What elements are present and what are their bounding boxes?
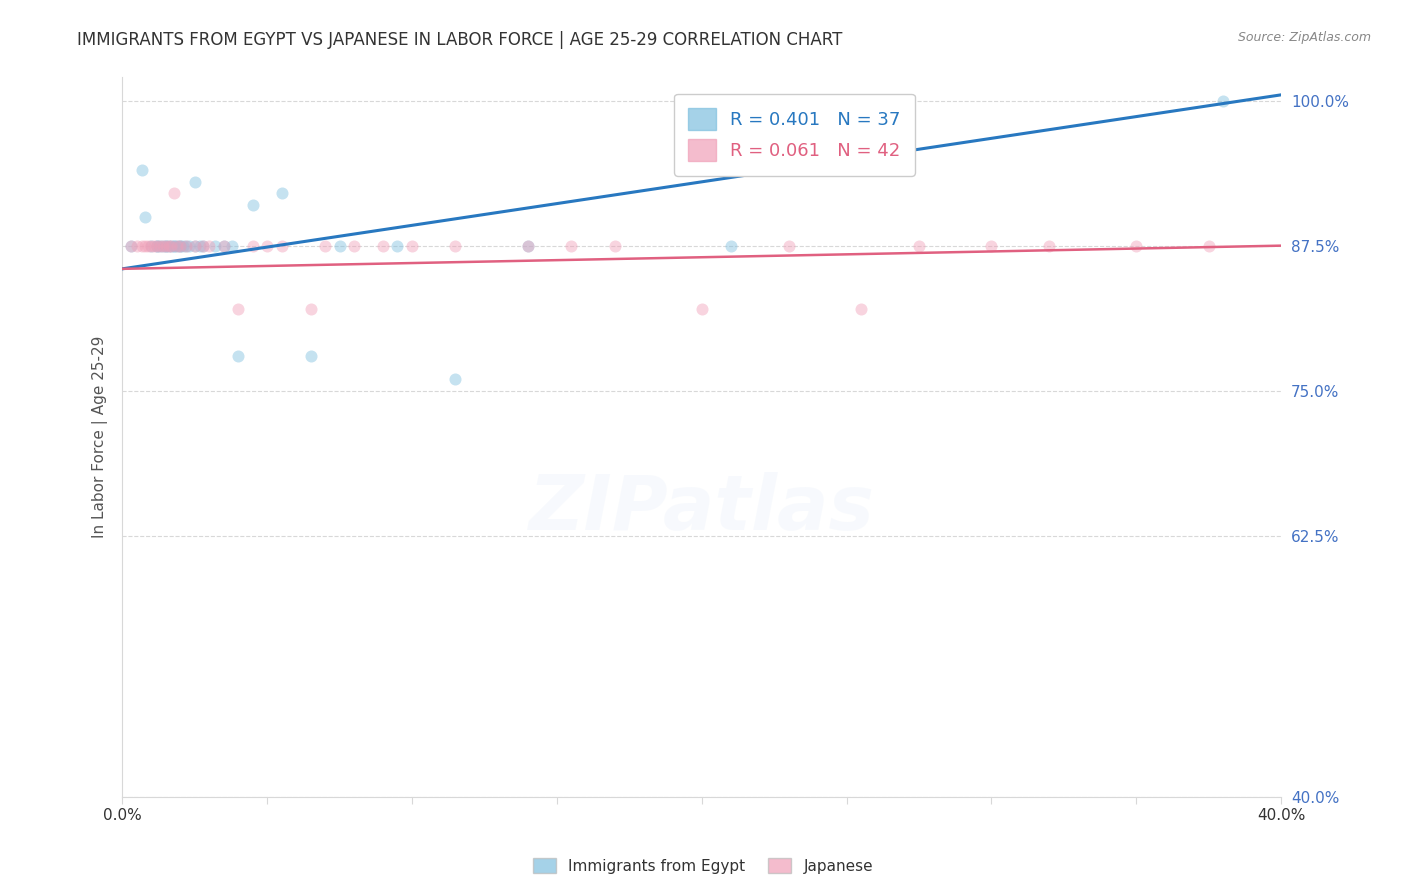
Point xyxy=(146,238,169,252)
Point xyxy=(160,238,183,252)
Point xyxy=(778,238,800,252)
Point xyxy=(131,238,153,252)
Point xyxy=(849,302,872,317)
Point xyxy=(343,238,366,252)
Point xyxy=(299,302,322,317)
Point xyxy=(166,238,188,252)
Point xyxy=(242,238,264,252)
Point xyxy=(980,238,1002,252)
Point xyxy=(157,238,180,252)
Point xyxy=(149,238,172,252)
Point xyxy=(1212,94,1234,108)
Point xyxy=(169,238,191,252)
Point xyxy=(242,198,264,212)
Point xyxy=(157,238,180,252)
Point xyxy=(270,238,292,252)
Point xyxy=(166,238,188,252)
Y-axis label: In Labor Force | Age 25-29: In Labor Force | Age 25-29 xyxy=(93,336,108,538)
Point xyxy=(212,238,235,252)
Point xyxy=(908,238,931,252)
Point xyxy=(169,238,191,252)
Point xyxy=(155,238,177,252)
Point xyxy=(149,238,172,252)
Point xyxy=(328,238,350,252)
Text: Source: ZipAtlas.com: Source: ZipAtlas.com xyxy=(1237,31,1371,45)
Point xyxy=(169,238,191,252)
Point xyxy=(299,349,322,363)
Legend: R = 0.401   N = 37, R = 0.061   N = 42: R = 0.401 N = 37, R = 0.061 N = 42 xyxy=(673,94,915,176)
Point xyxy=(444,238,467,252)
Point xyxy=(174,238,197,252)
Point xyxy=(516,238,538,252)
Point xyxy=(221,238,243,252)
Point xyxy=(1125,238,1147,252)
Point xyxy=(516,238,538,252)
Point xyxy=(131,163,153,178)
Point xyxy=(720,238,742,252)
Point xyxy=(163,238,186,252)
Point xyxy=(141,238,163,252)
Point xyxy=(174,238,197,252)
Point xyxy=(134,210,156,224)
Point xyxy=(226,302,249,317)
Point xyxy=(141,238,163,252)
Point xyxy=(371,238,394,252)
Point xyxy=(163,186,186,201)
Point xyxy=(198,238,221,252)
Point xyxy=(226,349,249,363)
Legend: Immigrants from Egypt, Japanese: Immigrants from Egypt, Japanese xyxy=(527,852,879,880)
Point xyxy=(177,238,200,252)
Point xyxy=(690,302,713,317)
Point xyxy=(256,238,278,252)
Point xyxy=(190,238,212,252)
Point xyxy=(314,238,336,252)
Point xyxy=(387,238,409,252)
Point xyxy=(172,238,194,252)
Point xyxy=(270,186,292,201)
Point xyxy=(204,238,226,252)
Point xyxy=(136,238,159,252)
Point xyxy=(212,238,235,252)
Point xyxy=(603,238,626,252)
Point xyxy=(120,238,142,252)
Point xyxy=(401,238,423,252)
Point xyxy=(143,238,166,252)
Point xyxy=(444,372,467,386)
Point xyxy=(183,238,205,252)
Point xyxy=(163,238,186,252)
Point xyxy=(1198,238,1220,252)
Point xyxy=(125,238,148,252)
Point xyxy=(193,238,215,252)
Point xyxy=(193,238,215,252)
Point xyxy=(155,238,177,252)
Point xyxy=(146,238,169,252)
Point xyxy=(152,238,174,252)
Point xyxy=(155,238,177,252)
Point xyxy=(183,175,205,189)
Point xyxy=(120,238,142,252)
Point xyxy=(560,238,582,252)
Point xyxy=(1038,238,1060,252)
Text: IMMIGRANTS FROM EGYPT VS JAPANESE IN LABOR FORCE | AGE 25-29 CORRELATION CHART: IMMIGRANTS FROM EGYPT VS JAPANESE IN LAB… xyxy=(77,31,842,49)
Text: ZIPatlas: ZIPatlas xyxy=(529,472,875,546)
Point xyxy=(183,238,205,252)
Point xyxy=(152,238,174,252)
Point xyxy=(134,238,156,252)
Point xyxy=(160,238,183,252)
Point xyxy=(146,238,169,252)
